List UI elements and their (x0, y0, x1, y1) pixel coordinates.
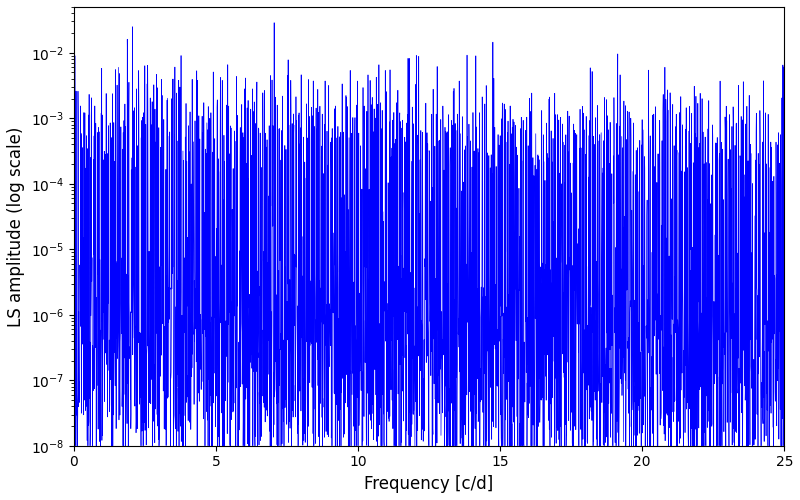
Y-axis label: LS amplitude (log scale): LS amplitude (log scale) (7, 126, 25, 326)
X-axis label: Frequency [c/d]: Frequency [c/d] (364, 475, 494, 493)
